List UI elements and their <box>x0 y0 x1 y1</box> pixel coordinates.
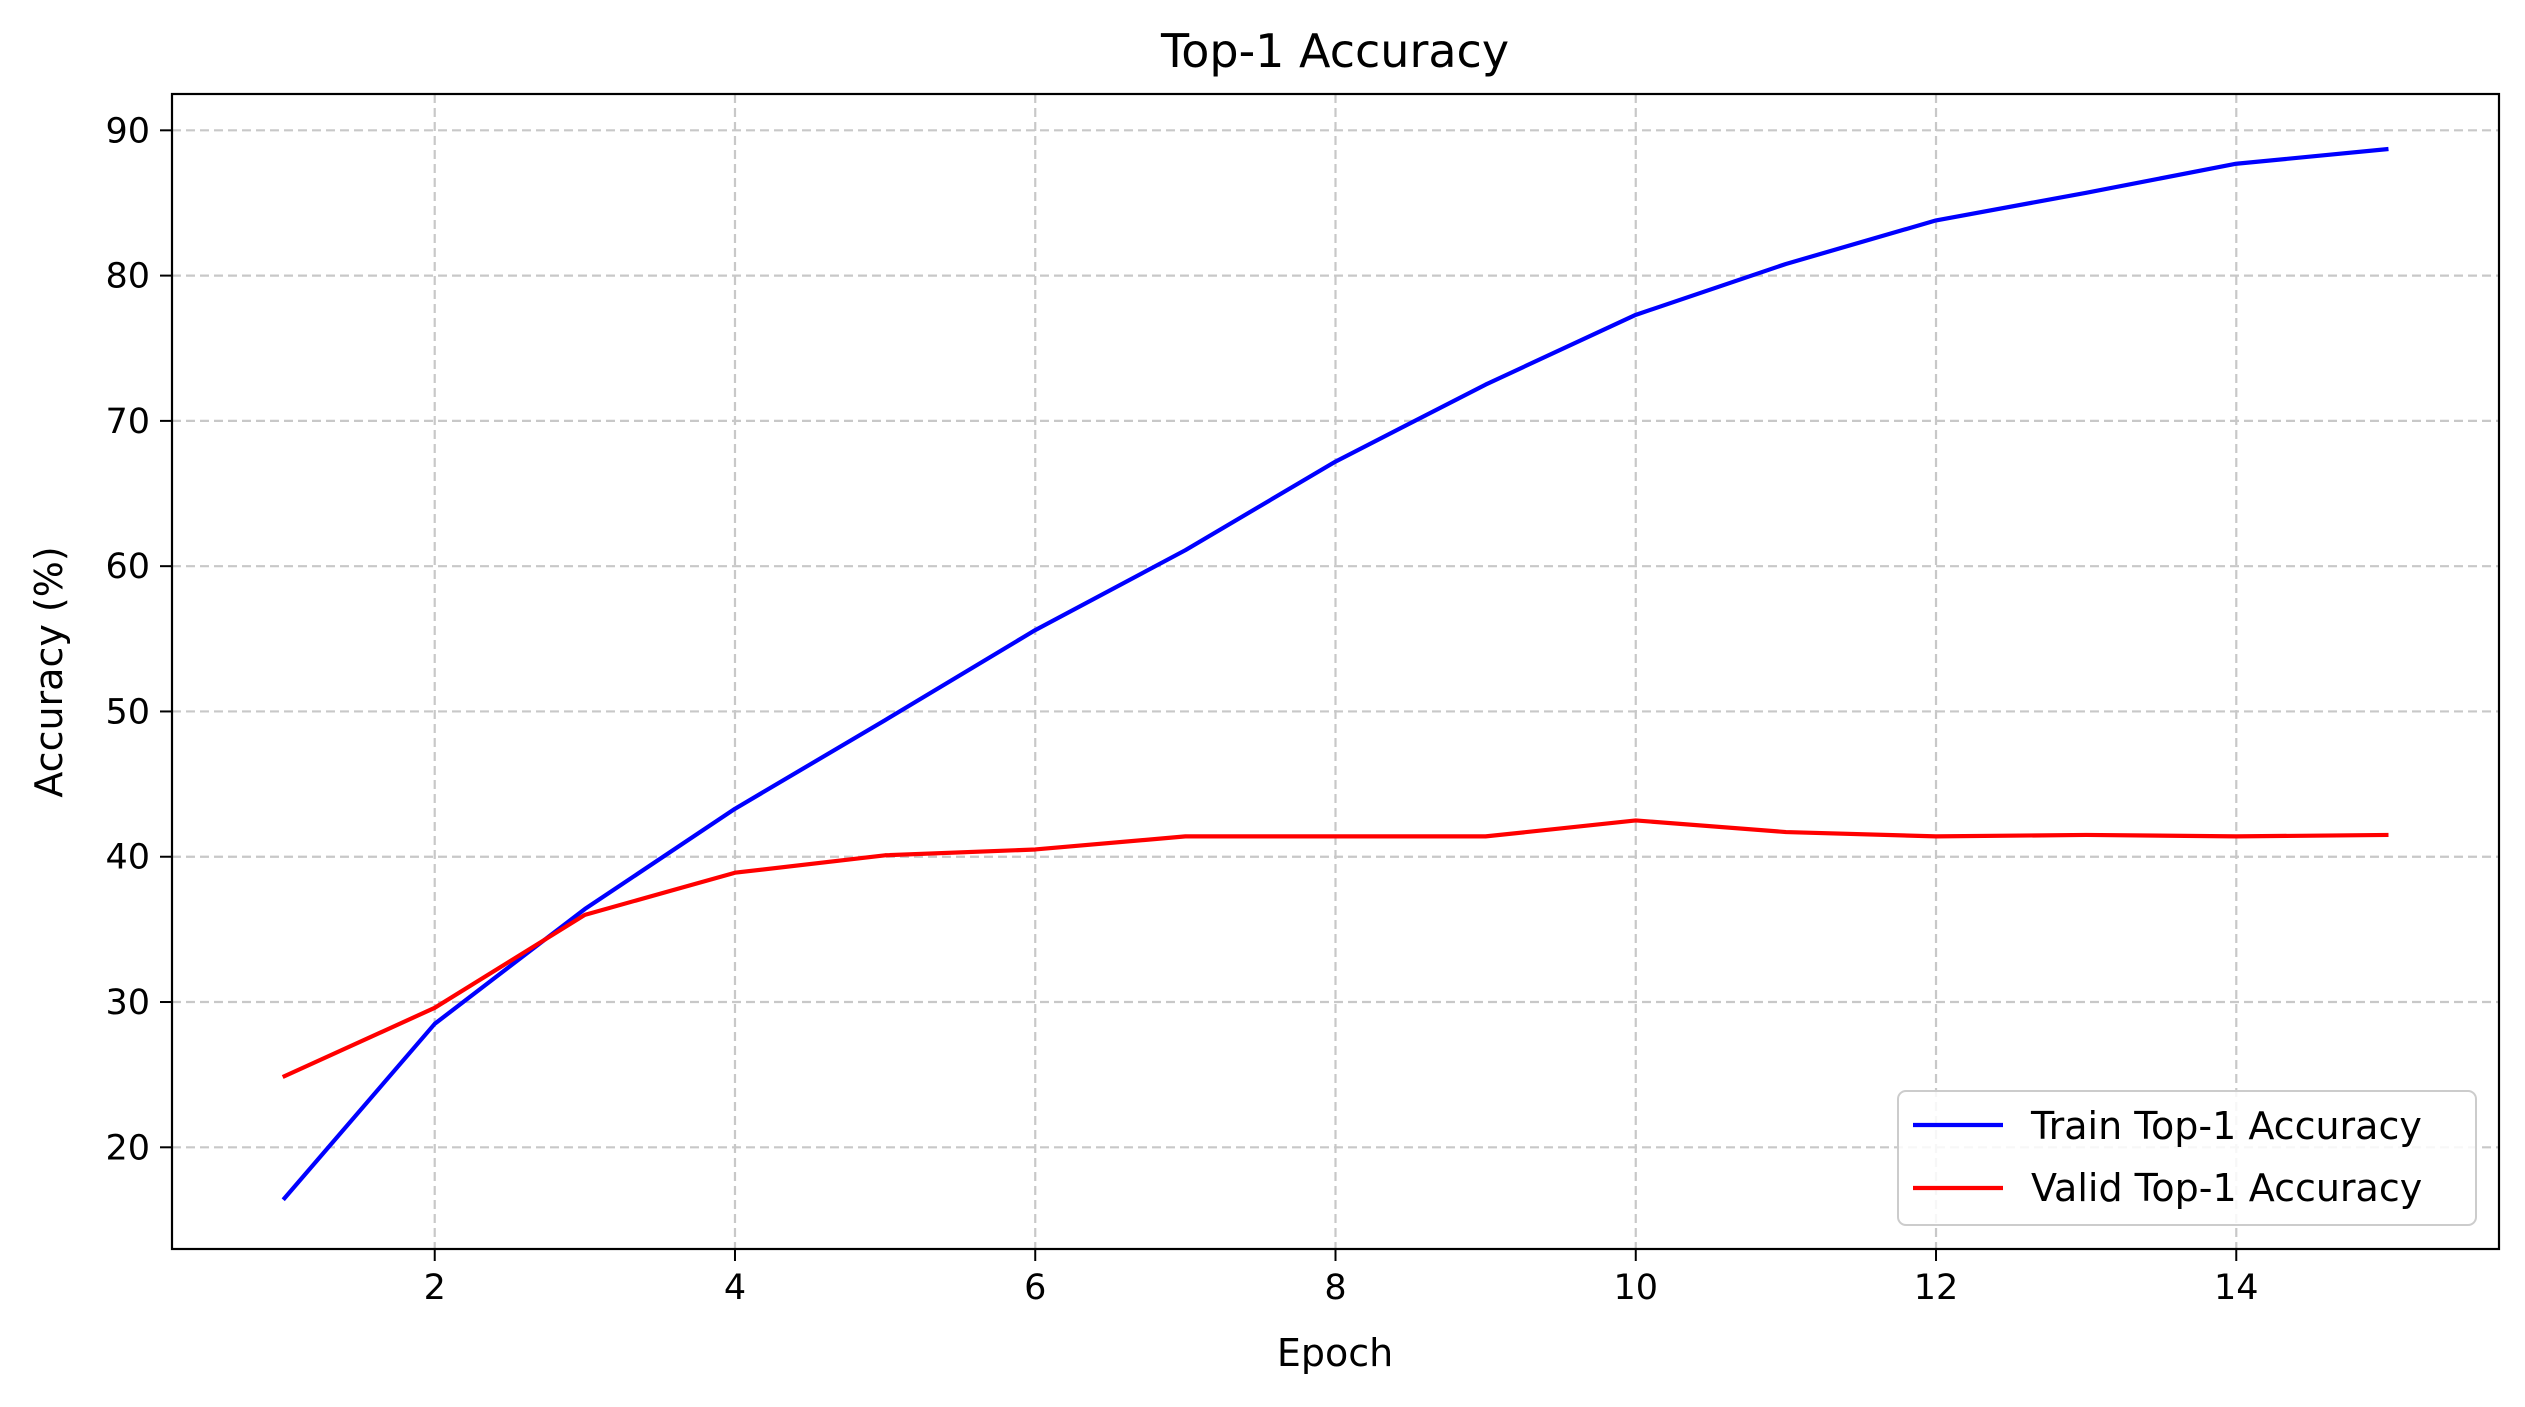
y-tick-label: 30 <box>105 983 150 1023</box>
y-tick-label: 60 <box>105 547 150 587</box>
axis-ticks: 2 4 6 8 10 12 14 20 30 40 50 60 70 80 90 <box>105 111 2258 1308</box>
y-tick-label: 50 <box>105 692 150 732</box>
legend-box <box>1897 1090 2477 1226</box>
legend-label-train: Train Top-1 Accuracy <box>2030 1104 2422 1148</box>
grid <box>172 94 2499 1249</box>
y-tick-label: 80 <box>105 257 150 297</box>
x-axis-title: Epoch <box>1277 1331 1393 1375</box>
x-tick-label: 12 <box>1914 1268 1959 1308</box>
y-tick-label: 20 <box>105 1128 150 1168</box>
x-tick-label: 4 <box>724 1268 746 1308</box>
y-tick-label: 40 <box>105 838 150 878</box>
chart-title: Top-1 Accuracy <box>1160 24 1509 78</box>
x-tick-label: 10 <box>1613 1268 1658 1308</box>
valid-accuracy-line <box>281 818 2389 1079</box>
y-tick-label: 90 <box>105 111 150 151</box>
series-lines <box>281 146 2389 1202</box>
y-tick-label: 70 <box>105 402 150 442</box>
legend: Train Top-1 Accuracy Valid Top-1 Accurac… <box>1897 1090 2477 1226</box>
y-axis-title: Accuracy (%) <box>27 546 71 797</box>
x-tick-label: 6 <box>1024 1268 1046 1308</box>
train-accuracy-line <box>281 146 2389 1202</box>
legend-label-valid: Valid Top-1 Accuracy <box>2031 1166 2422 1210</box>
x-tick-label: 2 <box>424 1268 446 1308</box>
x-tick-label: 8 <box>1324 1268 1346 1308</box>
x-tick-label: 14 <box>2214 1268 2259 1308</box>
